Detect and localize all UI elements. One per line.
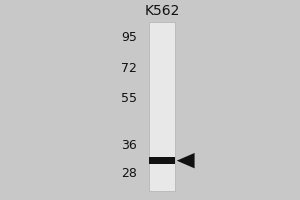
- Text: 95: 95: [121, 31, 136, 44]
- Text: 55: 55: [121, 92, 136, 105]
- Text: 72: 72: [121, 62, 136, 75]
- Bar: [148, 22, 175, 191]
- Bar: [148, 157, 175, 164]
- Text: 28: 28: [121, 167, 136, 180]
- Polygon shape: [177, 153, 195, 168]
- Text: K562: K562: [144, 4, 180, 18]
- Text: 36: 36: [121, 139, 136, 152]
